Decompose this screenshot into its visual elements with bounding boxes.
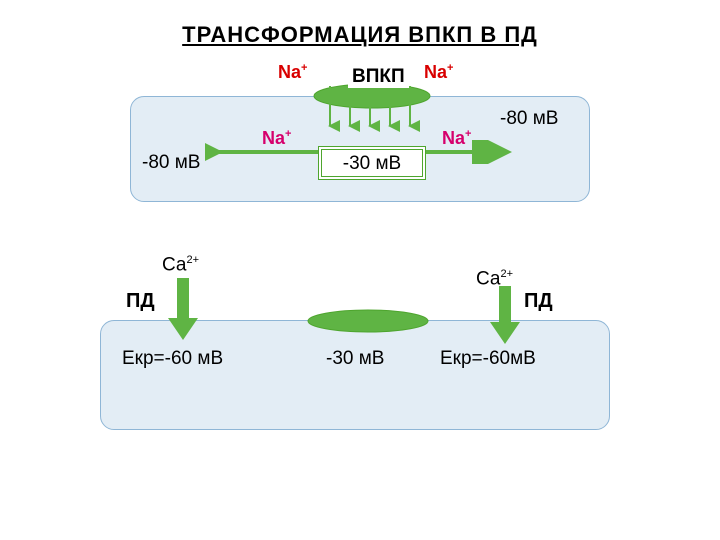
bottom-ellipse <box>306 308 430 334</box>
pd-left: ПД <box>126 290 155 313</box>
minus80-right: -80 мВ <box>500 108 558 130</box>
ekr-left: Екр=-60 мВ <box>122 348 223 370</box>
na-mid-right: Na+ <box>442 128 471 149</box>
na-mid-left: Na+ <box>262 128 291 149</box>
minus80-left: -80 мВ <box>142 152 200 174</box>
down-arrow-right <box>490 286 520 346</box>
center-value: -30 мВ <box>326 348 384 370</box>
inner-box: -30 мВ <box>318 146 426 180</box>
down-arrow-left <box>168 278 198 342</box>
pd-right: ПД <box>524 290 553 313</box>
vpkp-label: ВПКП <box>348 66 409 88</box>
page-title: ТРАНСФОРМАЦИЯ ВПКП В ПД <box>0 22 720 48</box>
ca-left: Са2+ <box>162 254 199 276</box>
na-top-right: Na+ <box>424 62 453 83</box>
ekr-right: Екр=-60мВ <box>440 348 536 370</box>
small-arrows-top <box>320 86 424 138</box>
na-top-left: Na+ <box>278 62 307 83</box>
